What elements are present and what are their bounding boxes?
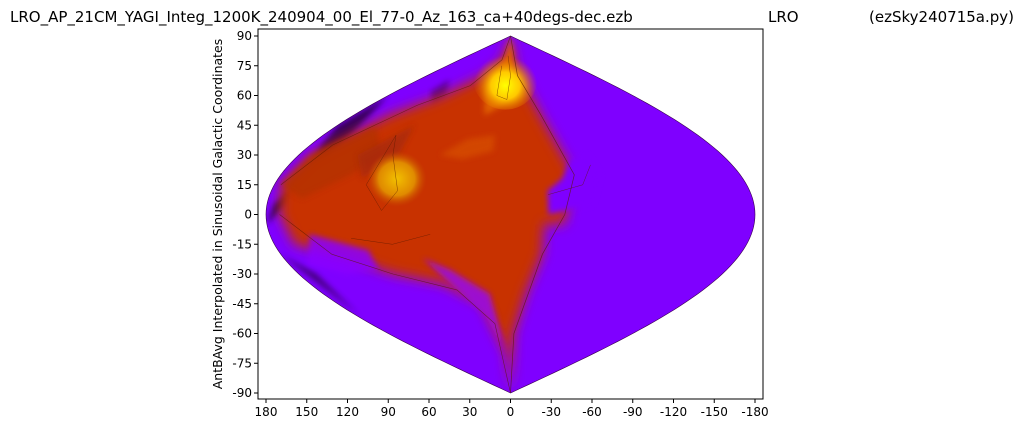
x-tick-label: 150 <box>295 405 318 419</box>
heat-peak <box>473 49 538 110</box>
heat-cool-arm-1 <box>547 155 600 215</box>
y-tick-label: 60 <box>237 89 252 103</box>
y-tick-label: -15 <box>232 237 252 251</box>
contour-line-east <box>510 36 575 393</box>
x-tick-label: -120 <box>660 405 687 419</box>
heat-warm-region <box>279 36 575 393</box>
x-tick-label: 120 <box>336 405 359 419</box>
contour-line-peak2 <box>365 135 398 211</box>
heat-cool-arm-2 <box>422 258 506 354</box>
heat-ridge-mid <box>439 135 495 159</box>
y-tick-label: 75 <box>237 59 252 73</box>
chart-title-site: LRO <box>768 8 799 26</box>
y-tick-label: 15 <box>237 178 252 192</box>
x-tick-label: 90 <box>381 405 396 419</box>
y-tick-label: 30 <box>237 148 252 162</box>
heat-secondary-peak <box>366 150 427 207</box>
contour-line-north <box>280 36 511 186</box>
y-tick-label: -30 <box>232 267 252 281</box>
chart-title-script: (ezSky240715a.py) <box>869 8 1014 26</box>
x-tick-label: -60 <box>582 405 602 419</box>
contour-line-band <box>351 234 431 245</box>
x-tick-label: -30 <box>541 405 561 419</box>
contour-line-arm <box>547 164 591 195</box>
heat-dark-rim-lower <box>280 254 371 324</box>
y-tick-label: -60 <box>232 327 252 341</box>
y-tick-label: -90 <box>232 386 252 400</box>
heatmap-body <box>266 36 755 393</box>
x-tick-label: -150 <box>701 405 728 419</box>
x-tick-label: -180 <box>741 405 768 419</box>
x-tick-label: 60 <box>421 405 436 419</box>
y-tick-label: 90 <box>237 29 252 43</box>
contour-line-south <box>279 214 511 393</box>
y-axis-label: AntBAvg Interpolated in Sinusoidal Galac… <box>210 39 225 390</box>
y-tick-label: 0 <box>244 208 252 222</box>
x-axis: 180 150 120 90 60 30 0 -30 -60 -90 -120 -150 -180 <box>255 399 769 419</box>
y-axis: 90 75 60 45 30 15 0 -15 -30 -45 -60 -75 -90 <box>232 29 258 400</box>
chart-title-filename: LRO_AP_21CM_YAGI_Integ_1200K_240904_00_E… <box>10 8 633 27</box>
x-tick-label: 0 <box>507 405 515 419</box>
y-tick-label: 45 <box>237 118 252 132</box>
heat-warm-left <box>280 125 382 199</box>
x-tick-label: 180 <box>255 405 278 419</box>
y-tick-label: -75 <box>232 356 252 370</box>
heatmap-outline <box>265 35 756 394</box>
contour-line-peak <box>496 55 511 100</box>
heat-cool-arm-3 <box>307 234 379 274</box>
x-tick-label: 30 <box>462 405 477 419</box>
x-tick-label: -90 <box>623 405 643 419</box>
y-tick-label: -45 <box>232 297 252 311</box>
